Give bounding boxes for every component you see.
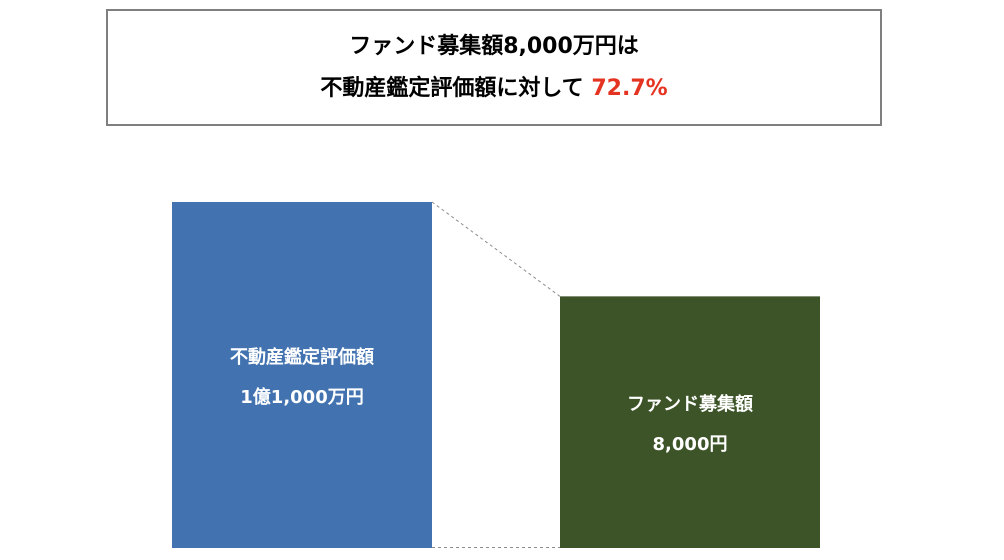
headline-line-2-text: 不動産鑑定評価額に対して xyxy=(320,75,584,101)
bar-1-value-label: 1億1,000万円 xyxy=(240,386,363,408)
bar-2-value-label: 8,000円 xyxy=(653,434,728,455)
headline-line-2: 不動産鑑定評価額に対して 72.7% xyxy=(320,68,667,110)
connector-line-top xyxy=(431,201,561,297)
headline-box: ファンド募集額8,000万円は 不動産鑑定評価額に対して 72.7% xyxy=(106,9,882,126)
bar-1-category-label: 不動産鑑定評価額 xyxy=(230,346,374,368)
bar-2-category-label: ファンド募集額 xyxy=(627,393,753,415)
bar-1 xyxy=(172,202,432,548)
headline-line-1: ファンド募集額8,000万円は xyxy=(349,33,639,59)
bar-2 xyxy=(560,296,820,548)
headline-percentage: 72.7% xyxy=(591,75,668,101)
